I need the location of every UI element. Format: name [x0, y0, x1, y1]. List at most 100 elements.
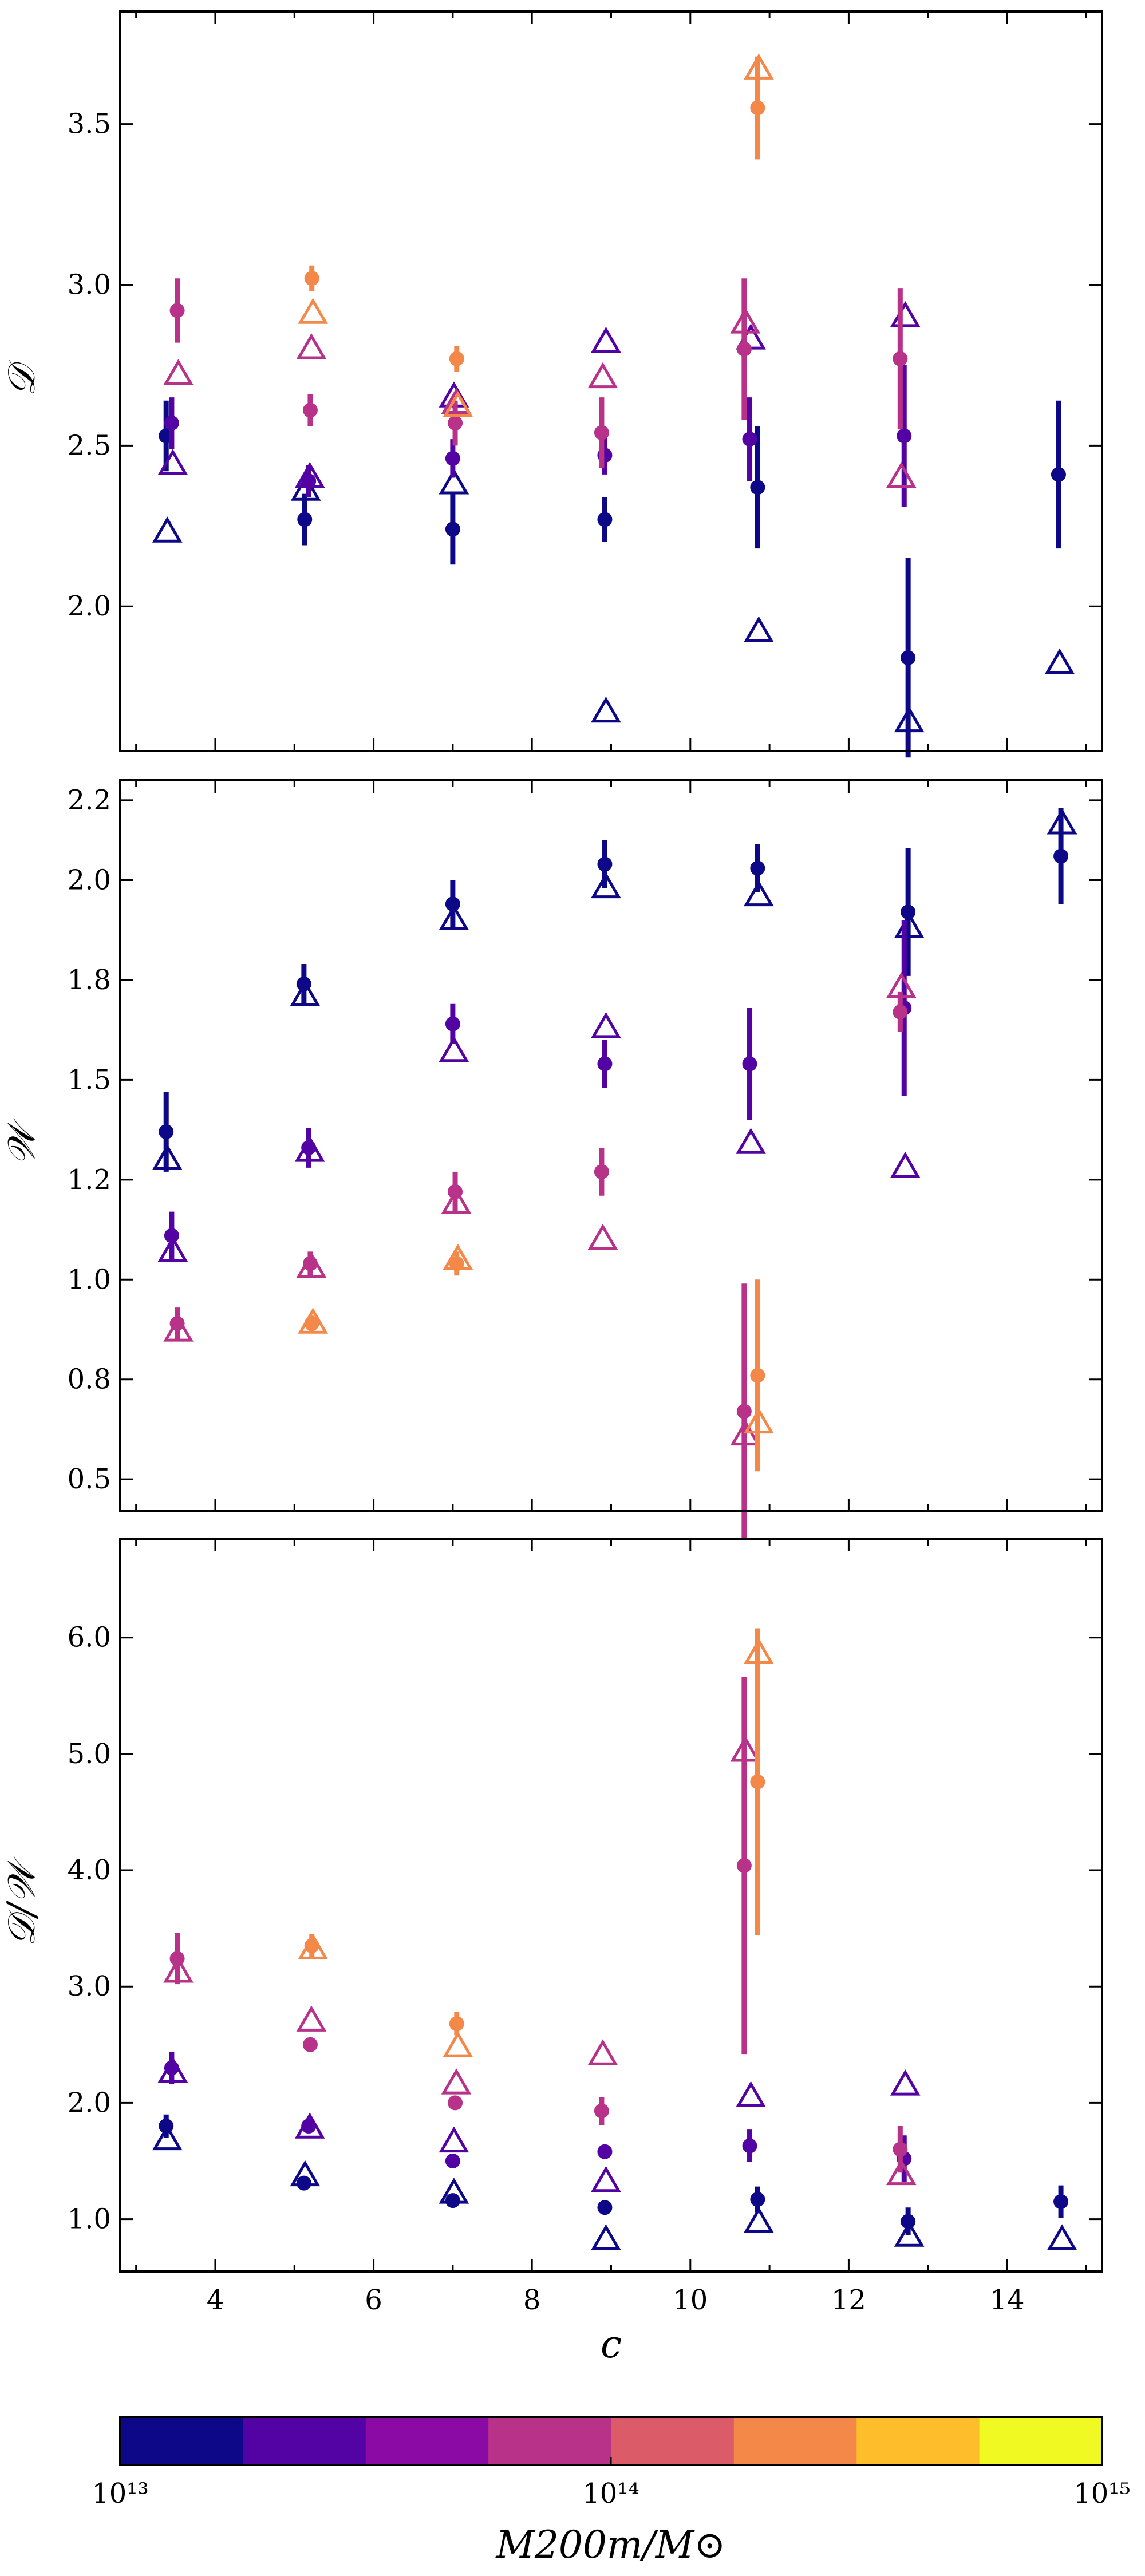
- y-axis-label: 𝒟: [0, 359, 44, 396]
- triangle-marker: [890, 1152, 921, 1178]
- triangle-marker: [443, 2031, 473, 2057]
- triangle-marker: [591, 2224, 621, 2250]
- triangle-marker: [591, 872, 621, 899]
- data-point: [448, 416, 463, 431]
- colorbar-bin: [611, 2417, 735, 2465]
- triangle-marker: [157, 2056, 188, 2083]
- triangle-marker: [591, 326, 621, 353]
- series-m13.0: [152, 400, 1075, 758]
- data-point: [445, 2193, 460, 2208]
- triangle-marker: [157, 449, 188, 475]
- panel-top: 2.0 2.5 3.0 3.5 𝒟: [0, 10, 1103, 758]
- data-point: [901, 650, 916, 666]
- data-point: [445, 1016, 460, 1032]
- colorbar-bin: [733, 2417, 857, 2465]
- triangle-marker: [441, 2068, 472, 2095]
- triangle-marker: [744, 880, 774, 907]
- triangle-marker: [730, 307, 761, 334]
- data-point: [449, 2016, 464, 2032]
- triangle-marker: [894, 706, 925, 733]
- colorbar-max-label: 10¹⁵: [1073, 2478, 1131, 2510]
- data-point: [1053, 2194, 1069, 2210]
- data-point: [742, 2138, 757, 2154]
- triangle-marker: [587, 2039, 618, 2065]
- y-tick-label: 3.5: [68, 108, 111, 140]
- data-point: [742, 432, 757, 447]
- y-tick-label: 6.0: [68, 1622, 111, 1654]
- y-tick-label: 5.0: [68, 1738, 111, 1770]
- colorbar-bin: [979, 2417, 1103, 2465]
- triangle-marker: [1047, 808, 1077, 835]
- y-tick-label: 1.2: [68, 1164, 111, 1196]
- triangle-marker: [744, 53, 774, 80]
- series-m13.25: [157, 301, 921, 507]
- triangle-marker: [290, 2160, 321, 2187]
- series-m14.25: [298, 1243, 774, 1472]
- triangle-marker: [591, 696, 621, 723]
- series-m13.75: [163, 972, 917, 1539]
- data-point: [597, 1056, 613, 1072]
- triangle-marker: [744, 2206, 774, 2233]
- triangle-marker: [894, 2221, 925, 2247]
- data-point: [893, 2142, 908, 2157]
- triangle-marker: [587, 362, 618, 389]
- x-tick-label: 14: [989, 2284, 1024, 2316]
- axes-frame: [119, 779, 1103, 1512]
- colorbar-bin: [120, 2417, 243, 2465]
- data-point: [1051, 467, 1066, 482]
- series-m13.75: [163, 1677, 917, 2186]
- triangle-marker: [744, 1638, 774, 1664]
- triangle-marker: [298, 298, 329, 324]
- data-point: [594, 1164, 609, 1179]
- triangle-marker: [152, 2124, 183, 2151]
- triangle-marker: [744, 616, 774, 642]
- panel-middle: 0.5 0.8 1.0 1.2 1.5 1.8 2.0 2.2 𝒲: [0, 779, 1103, 1539]
- data-point: [304, 271, 319, 286]
- data-point: [893, 351, 908, 366]
- triangle-marker: [294, 2112, 325, 2139]
- colorbar-bin: [488, 2417, 611, 2465]
- triangle-marker: [439, 904, 469, 930]
- data-point: [897, 428, 912, 444]
- data-point: [750, 2192, 765, 2207]
- triangle-marker: [439, 1036, 469, 1062]
- series-m14.25: [298, 53, 774, 417]
- colorbar-bin: [856, 2417, 980, 2465]
- triangle-marker: [298, 1307, 329, 1334]
- series-m14.25: [298, 1628, 774, 2057]
- data-point: [750, 480, 765, 495]
- axes-frame: [119, 1538, 1103, 2273]
- y-tick-label: 0.5: [68, 1463, 111, 1495]
- triangle-marker: [591, 2166, 621, 2192]
- y-tick-label: 1.0: [68, 2203, 111, 2235]
- data-point: [297, 512, 313, 527]
- data-point: [893, 1004, 908, 1020]
- triangle-marker: [730, 1736, 761, 1762]
- series-m13.75: [163, 278, 917, 488]
- data-point: [594, 425, 609, 440]
- triangle-marker: [296, 1251, 327, 1278]
- colorbar: 10¹³ 10¹⁴ 10¹⁵ M200m/M⊙: [92, 2416, 1131, 2567]
- triangle-marker: [1044, 648, 1075, 675]
- data-point: [742, 1056, 757, 1072]
- data-point: [750, 1368, 765, 1383]
- triangle-marker: [1047, 2224, 1077, 2250]
- triangle-marker: [744, 1407, 774, 1434]
- data-point: [302, 2037, 318, 2052]
- triangle-marker: [441, 1187, 472, 1214]
- data-point: [164, 1228, 179, 1243]
- triangle-marker: [163, 358, 194, 385]
- triangle-marker: [152, 516, 183, 543]
- triangle-marker: [591, 1012, 621, 1038]
- colorbar-label: M200m/M⊙: [495, 2523, 725, 2567]
- y-tick-label: 2.5: [68, 429, 111, 461]
- triangle-marker: [294, 1136, 325, 1162]
- y-tick-label: 1.5: [68, 1064, 111, 1096]
- y-tick-label: 1.0: [68, 1263, 111, 1295]
- x-tick-label: 12: [831, 2284, 866, 2316]
- data-point: [448, 2095, 463, 2111]
- data-point: [449, 351, 464, 366]
- triangle-marker: [886, 972, 917, 998]
- panel-bottom: 4 6 8 10 12 14 1.0 2.0 3.0 4.0 5.0 6.0 𝒟/𝒲 c: [0, 1538, 1103, 2366]
- y-tick-label: 2.0: [68, 864, 111, 896]
